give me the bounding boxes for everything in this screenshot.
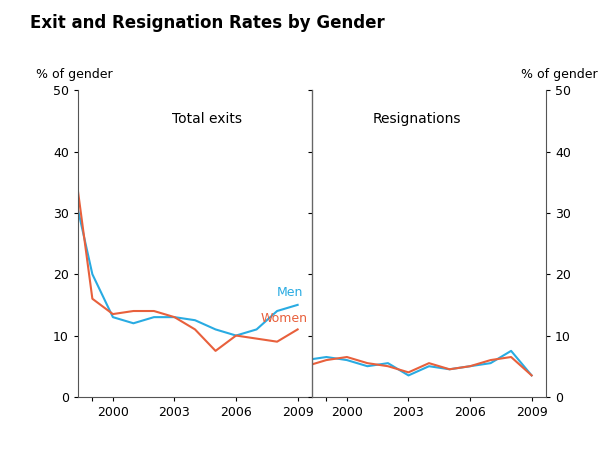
Text: % of gender: % of gender — [521, 68, 598, 81]
Text: Exit and Resignation Rates by Gender: Exit and Resignation Rates by Gender — [30, 14, 385, 32]
Text: % of gender: % of gender — [36, 68, 113, 81]
Text: Total exits: Total exits — [172, 112, 242, 126]
Text: Men: Men — [277, 285, 304, 299]
Text: Resignations: Resignations — [373, 112, 461, 126]
Text: Women: Women — [260, 312, 308, 325]
